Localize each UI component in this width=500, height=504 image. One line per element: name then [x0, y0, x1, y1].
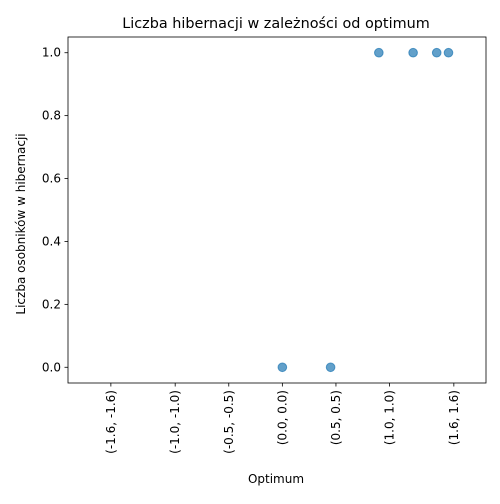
x-tick-label: (-1.6, -1.6) [104, 390, 118, 454]
data-point [408, 47, 418, 58]
x-tick-label: (-0.5, -0.5) [222, 390, 236, 454]
y-tick-label: 0.8 [42, 109, 61, 123]
y-axis-label: Liczba osobników w hibernacji [14, 133, 28, 314]
data-point [431, 47, 442, 58]
x-tick-label: (-1.0, -1.0) [168, 390, 182, 454]
y-tick-label: 1.0 [42, 46, 61, 60]
x-tick-label: (1.0, 1.0) [383, 390, 397, 445]
x-tick-label: (1.6, 1.6) [447, 390, 461, 445]
y-tick-label: 0.2 [42, 297, 61, 311]
data-point [443, 47, 454, 58]
y-tick-label: 0.6 [42, 172, 61, 186]
plot-frame [67, 36, 487, 384]
data-point [325, 362, 336, 373]
x-tick-label: (0.5, 0.5) [329, 390, 343, 445]
y-axis: 0.0 0.2 0.4 0.6 0.8 1.0 [42, 46, 68, 374]
x-tick-label: (0.0, 0.0) [275, 390, 289, 445]
data-point [277, 362, 288, 373]
chart-title: Liczba hibernacji w zależności od optimu… [122, 16, 429, 32]
x-axis: (-1.6, -1.6) (-1.0, -1.0) (-0.5, -0.5) (0.0… [104, 383, 461, 454]
y-tick-label: 0.0 [42, 360, 61, 374]
plot-area: (-1.6, -1.6) (-1.0, -1.0) (-0.5, -0.5) (0.0… [42, 36, 487, 454]
x-axis-label: Optimum [248, 472, 304, 486]
y-tick-label: 0.4 [42, 234, 61, 248]
data-points [277, 47, 454, 373]
data-point [374, 47, 384, 58]
